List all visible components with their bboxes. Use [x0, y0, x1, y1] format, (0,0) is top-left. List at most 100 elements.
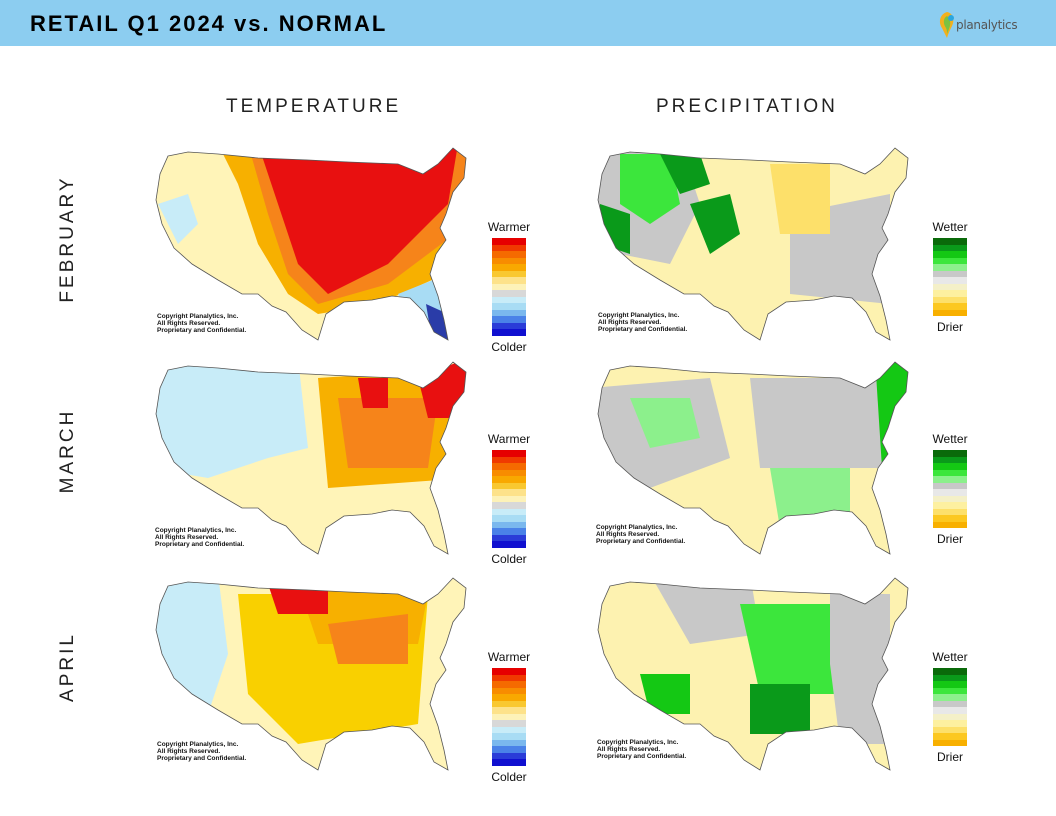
page-title: RETAIL Q1 2024 vs. NORMAL	[30, 11, 388, 36]
legend-swatch	[492, 244, 526, 251]
legend-swatch	[933, 469, 967, 476]
copyright-february-precipitation: Copyright Planalytics, Inc. All Rights Re…	[598, 312, 688, 333]
column-heading-temperature: TEMPERATURE	[226, 96, 402, 117]
legend-swatch	[492, 668, 526, 675]
row-label-march: MARCH	[57, 408, 78, 494]
legend-swatch	[492, 264, 526, 271]
legend-top-label: Warmer	[487, 220, 531, 234]
legend-swatch	[492, 322, 526, 329]
legend-swatch	[933, 720, 967, 727]
legend-color-bar	[492, 450, 526, 548]
legend-swatch	[492, 296, 526, 303]
legend-swatch	[492, 759, 526, 766]
legend-swatch	[492, 508, 526, 515]
legend-color-bar	[933, 238, 967, 316]
legend-swatch	[933, 707, 967, 714]
legend-top-label: Warmer	[487, 432, 531, 446]
legend-swatch	[492, 733, 526, 740]
row-label-april: APRIL	[57, 632, 78, 702]
legend-swatch	[492, 482, 526, 489]
planalytics-logo: planalytics	[936, 10, 1026, 40]
legend-swatch	[492, 456, 526, 463]
legend-swatch	[492, 521, 526, 528]
legend-swatch	[492, 515, 526, 522]
legend-swatch	[933, 489, 967, 496]
legend-swatch	[492, 309, 526, 316]
legend-swatch	[492, 450, 526, 457]
legend-swatch	[933, 508, 967, 515]
legend-swatch	[492, 694, 526, 701]
legend-swatch	[492, 687, 526, 694]
legend-swatch	[492, 739, 526, 746]
legend-swatch	[933, 700, 967, 707]
legend-swatch	[492, 534, 526, 541]
legend-swatch	[492, 746, 526, 753]
legend-swatch	[492, 303, 526, 310]
legend-top-label: Wetter	[932, 220, 968, 234]
legend-swatch	[492, 707, 526, 714]
legend-swatch	[492, 720, 526, 727]
map-march-temperature	[155, 361, 467, 555]
legend-swatch	[492, 316, 526, 323]
legend-bottom-label: Drier	[937, 320, 963, 334]
map-february-precipitation	[597, 147, 909, 341]
legend-swatch	[933, 264, 967, 271]
copyright-april-temperature: Copyright Planalytics, Inc. All Rights Re…	[157, 741, 247, 762]
legend-swatch	[492, 541, 526, 548]
legend-swatch	[933, 713, 967, 720]
legend-swatch	[492, 329, 526, 336]
map-march-precipitation	[597, 361, 909, 555]
copyright-february-temperature: Copyright Planalytics, Inc. All Rights Re…	[157, 313, 247, 334]
legend-swatch	[933, 668, 967, 675]
legend-swatch	[492, 238, 526, 245]
legend-swatch	[933, 521, 967, 528]
legend-swatch	[933, 283, 967, 290]
legend-swatch	[492, 277, 526, 284]
legend-swatch	[492, 726, 526, 733]
legend-swatch	[933, 681, 967, 688]
map-february-temperature	[155, 147, 467, 341]
legend-swatch	[492, 713, 526, 720]
legend-swatch	[933, 244, 967, 251]
map-april-precipitation	[597, 577, 909, 771]
legend-swatch	[933, 290, 967, 297]
legend-swatch	[933, 296, 967, 303]
legend-bottom-label: Colder	[491, 551, 527, 566]
legend-top-label: Warmer	[487, 650, 531, 664]
legend-precipitation-march: Wetter Drier	[915, 432, 985, 546]
legend-swatch	[492, 270, 526, 277]
legend-swatch	[933, 515, 967, 522]
legend-swatch	[933, 257, 967, 264]
legend-color-bar	[933, 668, 967, 746]
legend-bottom-label: Drier	[937, 750, 963, 764]
copyright-march-precipitation: Copyright Planalytics, Inc. All Rights Re…	[596, 524, 686, 545]
legend-swatch	[492, 283, 526, 290]
legend-swatch	[492, 700, 526, 707]
legend-swatch	[492, 251, 526, 258]
legend-swatch	[492, 681, 526, 688]
legend-color-bar	[492, 238, 526, 336]
legend-swatch	[933, 733, 967, 740]
legend-temperature-february: Warmer Colder	[474, 220, 544, 354]
legend-swatch	[492, 290, 526, 297]
legend-swatch	[933, 450, 967, 457]
legend-swatch	[492, 502, 526, 509]
legend-bottom-label: Drier	[937, 532, 963, 546]
legend-swatch	[492, 528, 526, 535]
legend-swatch	[933, 270, 967, 277]
legend-swatch	[933, 739, 967, 746]
legend-swatch	[492, 463, 526, 470]
legend-temperature-april: Warmer Colder	[474, 650, 544, 784]
legend-swatch	[492, 257, 526, 264]
legend-swatch	[933, 463, 967, 470]
legend-swatch	[933, 476, 967, 483]
planalytics-logo-icon	[939, 12, 954, 38]
legend-swatch	[492, 495, 526, 502]
map-april-temperature	[155, 577, 467, 771]
legend-swatch	[933, 687, 967, 694]
legend-precipitation-april: Wetter Drier	[915, 650, 985, 764]
legend-swatch	[492, 752, 526, 759]
legend-swatch	[933, 309, 967, 316]
legend-swatch	[933, 456, 967, 463]
legend-bottom-label: Colder	[491, 769, 527, 784]
